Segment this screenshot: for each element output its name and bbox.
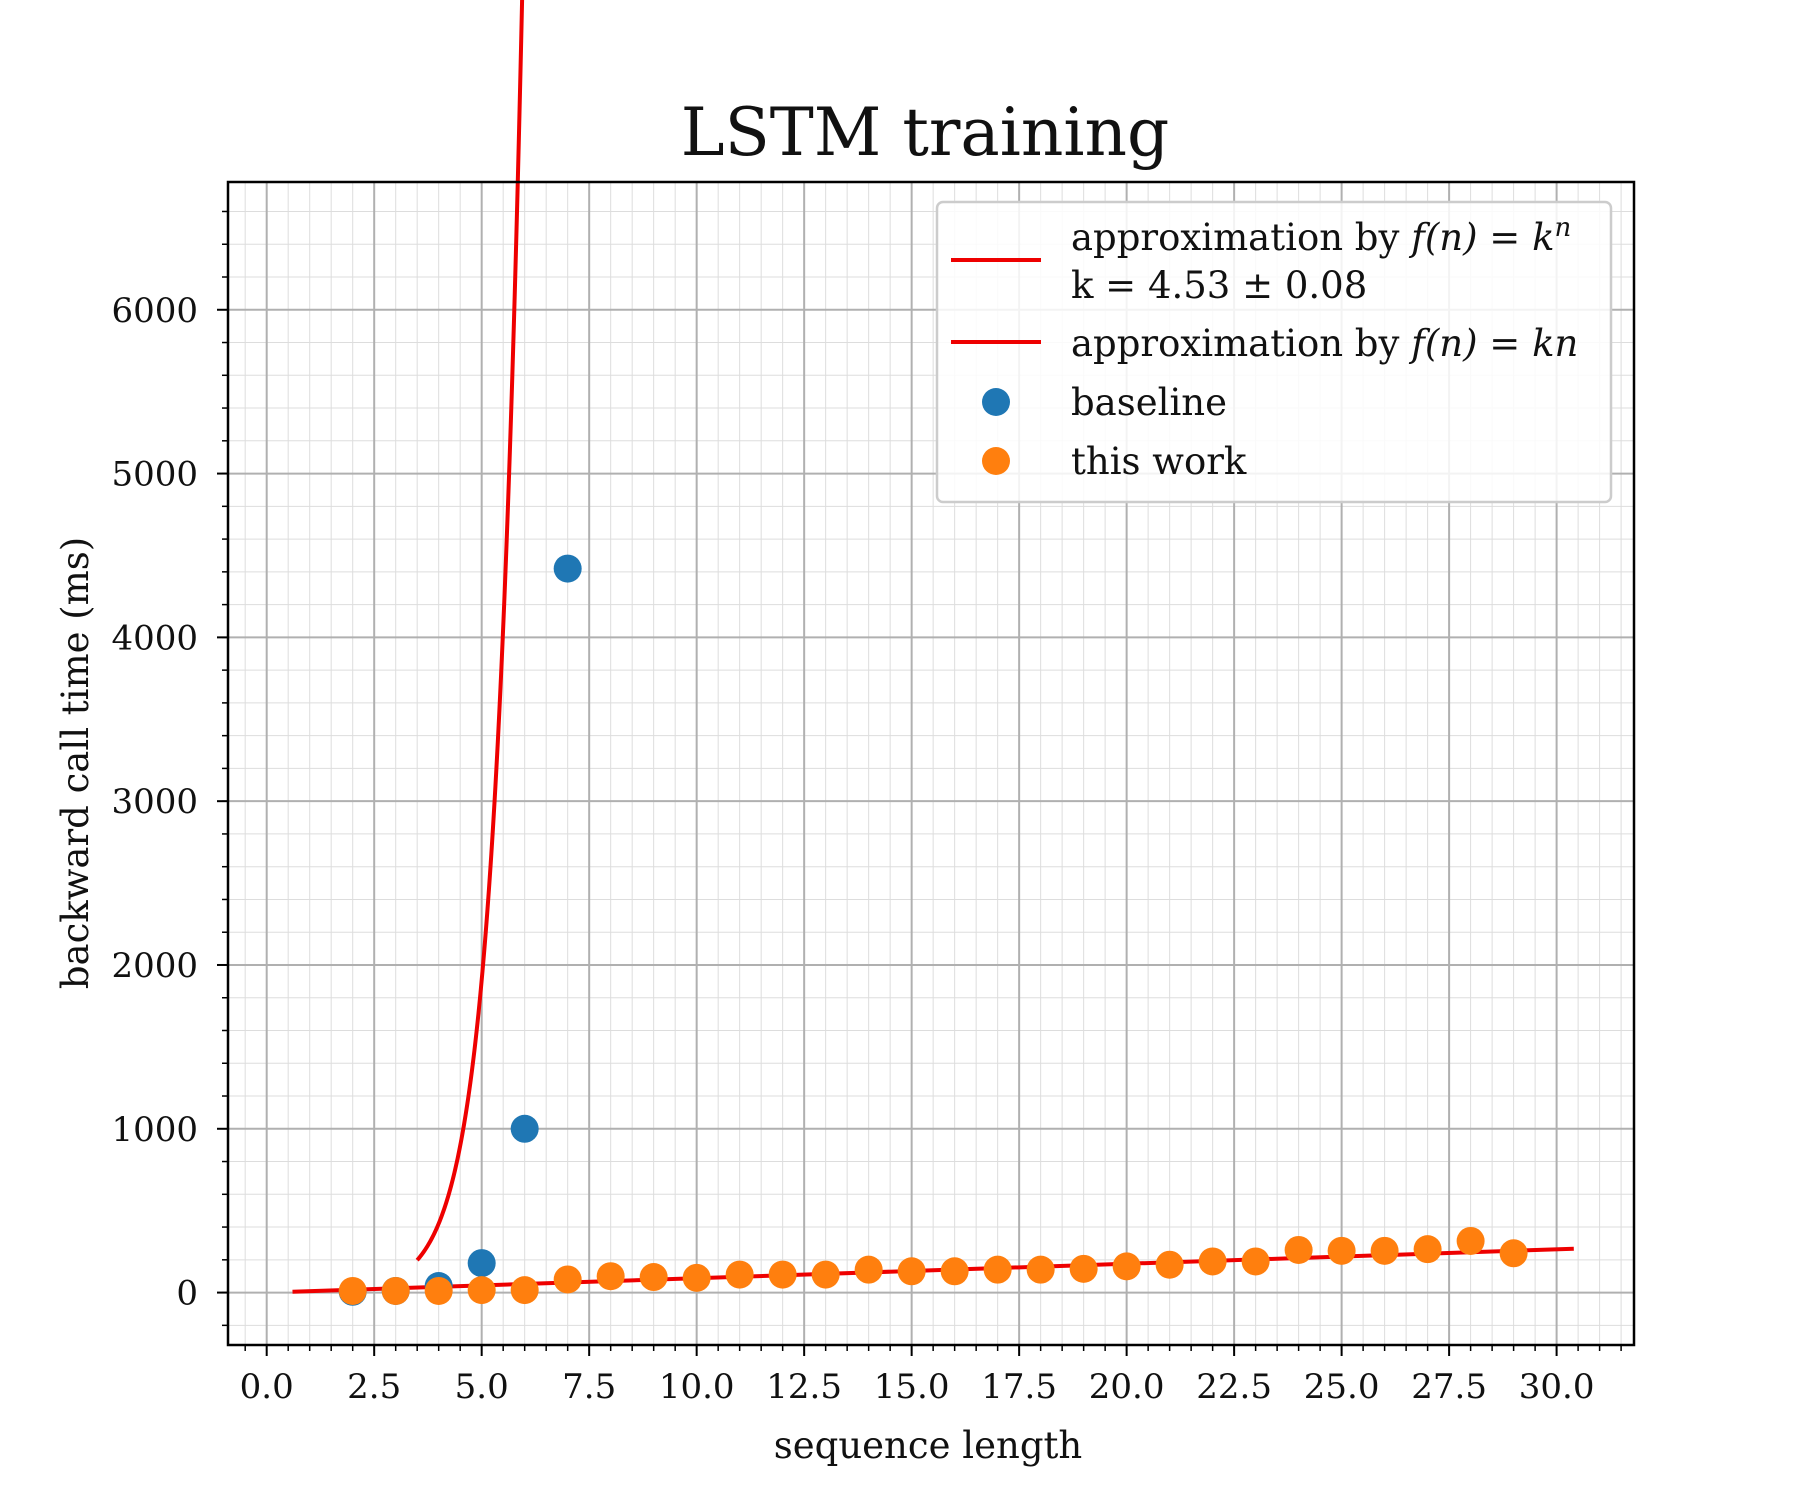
this-work-point	[1456, 1226, 1485, 1255]
this-work-point	[639, 1263, 668, 1292]
x-tick-label: 5.0	[455, 1367, 509, 1407]
x-tick-label: 30.0	[1519, 1367, 1595, 1407]
this-work-point	[1241, 1247, 1270, 1276]
this-work-point	[940, 1257, 969, 1286]
this-work-point	[682, 1263, 711, 1292]
legend-baseline-marker	[982, 388, 1010, 416]
this-work-point	[553, 1265, 582, 1294]
this-work-point	[596, 1262, 625, 1291]
x-tick-label: 2.5	[347, 1367, 401, 1407]
legend-lin-prefix: approximation by	[1071, 322, 1411, 365]
legend-lin-line-label: approximation by f(n) = kn	[1071, 322, 1578, 365]
this-work-point	[467, 1276, 496, 1305]
fit-lines	[292, 0, 1574, 1294]
this-work-point	[897, 1257, 926, 1286]
x-tick-label: 25.0	[1304, 1367, 1380, 1407]
this-work-point	[725, 1260, 754, 1289]
baseline-point	[510, 1114, 539, 1143]
legend: approximation by f(n) = kn k = 4.53 ± 0.…	[935, 200, 1613, 504]
this-work-point	[811, 1260, 840, 1289]
x-tick-label: 7.5	[562, 1367, 616, 1407]
this-work-point	[510, 1276, 539, 1305]
x-tick-label: 27.5	[1411, 1367, 1487, 1407]
x-tick-label: 22.5	[1196, 1367, 1272, 1407]
legend-frame	[935, 200, 1613, 504]
x-tick-label: 20.0	[1089, 1367, 1165, 1407]
major-grid	[228, 182, 1634, 1345]
this-work-point	[1413, 1235, 1442, 1264]
this-work-point	[1198, 1247, 1227, 1276]
legend-exp-superscript: n	[1555, 213, 1572, 243]
this-work-point	[338, 1276, 367, 1305]
this-work-point	[1499, 1239, 1528, 1268]
x-axis-label: sequence length	[774, 1424, 1082, 1467]
y-tick-label: 2000	[111, 946, 198, 986]
y-tick-labels: 0 1000 2000 3000 4000 5000 6000	[111, 291, 198, 1314]
legend-exp-line-label: approximation by f(n) = kn	[1071, 213, 1571, 259]
legend-lin-formula: f(n) = kn	[1408, 322, 1578, 365]
baseline-point	[467, 1249, 496, 1278]
legend-this-work-marker	[982, 447, 1010, 475]
exponential-fit-line	[415, 0, 525, 1262]
this-work-point	[1327, 1236, 1356, 1265]
this-work-point	[381, 1276, 410, 1305]
linear-fit-line	[292, 1246, 1574, 1294]
legend-baseline-label: baseline	[1071, 381, 1227, 424]
x-tick-label: 12.5	[766, 1367, 842, 1407]
x-tick-label: 17.5	[981, 1367, 1057, 1407]
y-axis-label: backward call time (ms)	[54, 537, 97, 989]
chart-title: LSTM training	[681, 94, 1170, 171]
this-work-point	[768, 1260, 797, 1289]
this-work-point	[1284, 1235, 1313, 1264]
legend-this-work-label: this work	[1071, 440, 1247, 483]
x-tick-label: 15.0	[874, 1367, 950, 1407]
x-tick-label: 10.0	[659, 1367, 735, 1407]
this-work-point	[1026, 1255, 1055, 1284]
y-tick-label: 4000	[111, 618, 198, 658]
data-points	[338, 554, 1528, 1306]
y-tick-label: 0	[176, 1274, 198, 1314]
baseline-point	[553, 554, 582, 583]
x-tick-label: 0.0	[240, 1367, 294, 1407]
y-tick-label: 3000	[111, 782, 198, 822]
x-tick-labels: 0.0 2.5 5.0 7.5 10.0 12.5 15.0 17.5 20.0 22.5 25.0…	[240, 1367, 1595, 1407]
this-work-point	[1112, 1252, 1141, 1281]
y-tick-label: 6000	[111, 291, 198, 331]
this-work-point	[424, 1276, 453, 1305]
this-work-point	[1069, 1254, 1098, 1283]
legend-exp-prefix: approximation by	[1071, 216, 1411, 259]
this-work-point	[983, 1255, 1012, 1284]
y-tick-label: 5000	[111, 455, 198, 495]
legend-exp-k-label: k = 4.53 ± 0.08	[1071, 264, 1367, 307]
legend-exp-formula: f(n) = k	[1408, 216, 1554, 259]
this-work-point	[854, 1255, 883, 1284]
plot-frame	[226, 180, 1636, 1347]
this-work-point	[1155, 1250, 1184, 1279]
this-work-point	[1370, 1236, 1399, 1265]
y-tick-label: 1000	[111, 1110, 198, 1150]
